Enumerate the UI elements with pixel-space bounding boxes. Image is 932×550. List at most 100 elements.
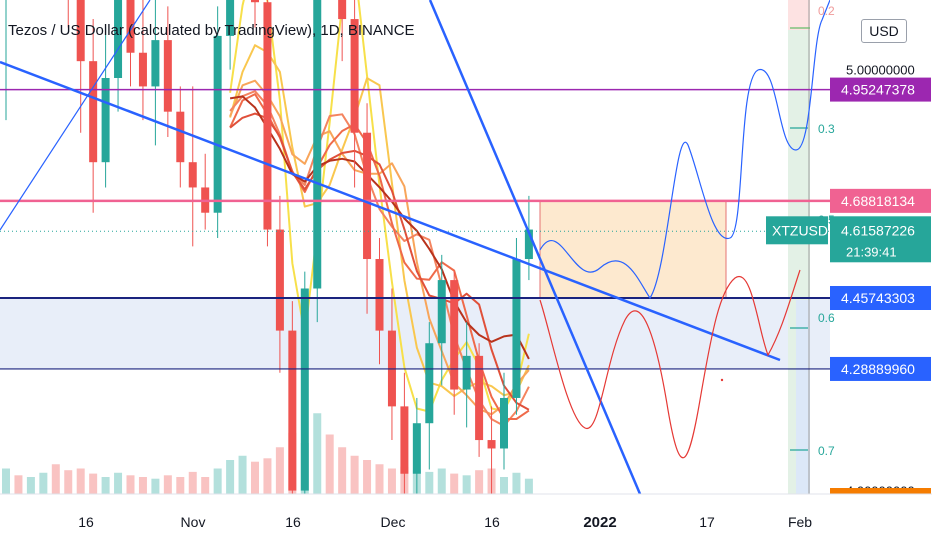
fib-level-label: 0.3 — [818, 122, 835, 136]
volume-bar — [126, 475, 135, 494]
fib-column-bottom — [796, 300, 810, 494]
time-axis-label: Feb — [788, 514, 812, 530]
time-axis-label: 16 — [285, 514, 301, 530]
volume-bar — [26, 477, 35, 494]
fib-level-label: 0.6 — [818, 311, 835, 325]
volume-bar — [512, 472, 521, 494]
volume-bar — [500, 477, 508, 494]
candle-body — [275, 229, 284, 331]
candle-body — [462, 355, 471, 390]
volume-bar — [213, 468, 222, 494]
candle-body — [151, 40, 160, 87]
last-price-label: 4.61587226 — [841, 222, 915, 238]
ma-ribbon-layer — [229, 0, 530, 427]
time-axis-label: 2022 — [583, 514, 616, 531]
bar-countdown: 21:39:41 — [846, 244, 897, 259]
candle-body — [89, 61, 98, 163]
descending-trendline — [0, 60, 781, 362]
steep-trendline — [428, 0, 642, 495]
volume-bar — [475, 470, 484, 494]
candle-body — [288, 330, 297, 491]
candle-body — [412, 423, 421, 474]
volume-bar — [188, 471, 197, 494]
volume-bar — [350, 455, 359, 494]
volume-bar — [462, 475, 471, 494]
candle-body — [500, 397, 508, 449]
candle-body — [126, 0, 135, 53]
last-price-marker — [830, 216, 931, 263]
ascending-trendline — [0, 0, 151, 231]
time-axis-label: 16 — [78, 514, 94, 530]
time-axis-label: 16 — [484, 514, 500, 530]
candle-body — [263, 2, 272, 230]
projection-dot — [720, 378, 724, 382]
currency-button[interactable]: USD — [861, 19, 907, 43]
price-marker — [830, 286, 931, 310]
candle-body — [176, 111, 185, 163]
candle-body — [138, 52, 147, 87]
candle-body — [524, 229, 533, 260]
price-marker-label: 4.68818134 — [841, 193, 915, 209]
volume-bar — [387, 468, 396, 494]
volume-bar — [2, 468, 10, 494]
price-marker-label: 4.95247378 — [841, 82, 915, 98]
volume-bar — [425, 471, 434, 494]
drawings-layer — [0, 0, 831, 540]
bullish-projection-curve — [539, 0, 831, 300]
candle-body — [114, 0, 123, 78]
candle-body — [213, 35, 222, 213]
candle-body — [163, 40, 172, 112]
volume-bar — [14, 475, 23, 494]
candle-body — [400, 406, 409, 474]
volume-bar — [51, 464, 60, 494]
price-marker — [830, 356, 931, 381]
fib-level-label: 0.2 — [818, 4, 835, 18]
volume-bar — [226, 460, 235, 494]
volume-bar — [313, 413, 322, 494]
ma-ribbon-line — [229, 95, 530, 360]
volume-bar — [375, 464, 384, 494]
fib-column-top — [788, 0, 810, 30]
candle-body — [313, 0, 322, 289]
candle-body — [375, 259, 384, 331]
fib-level-label: 0.7 — [818, 444, 835, 458]
price-marker-partial — [830, 488, 931, 496]
volume-bar — [201, 477, 210, 494]
candle-body — [425, 343, 434, 424]
candle-body — [363, 132, 372, 260]
candle-body — [300, 288, 309, 491]
volume-bar — [64, 470, 73, 494]
candle-body — [487, 440, 496, 449]
candle-body — [76, 0, 85, 62]
volume-bar — [524, 478, 533, 494]
time-axis-label: Nov — [181, 514, 206, 530]
time-axis-layer: 16 Nov 16 Dec 16 2022 17 Feb — [0, 493, 932, 550]
volume-bar — [363, 460, 372, 494]
price-marker-label: 4.45743303 — [841, 290, 915, 306]
volume-bar — [114, 472, 123, 494]
time-axis-label: 17 — [699, 514, 715, 530]
volume-bar — [138, 477, 147, 494]
volume-layer — [2, 413, 533, 494]
volume-bar — [450, 473, 459, 494]
chart-background-layer — [0, 0, 830, 494]
candle-body — [450, 280, 459, 390]
candle-body — [512, 259, 521, 398]
ma-ribbon-line — [229, 112, 530, 411]
projection-box — [539, 200, 727, 299]
volume-bar — [89, 473, 98, 494]
symbol-tag — [766, 216, 828, 245]
volume-bar — [176, 477, 185, 494]
volume-bar — [238, 455, 247, 494]
volume-bar — [151, 478, 160, 494]
price-marker-label: 4.28889960 — [841, 361, 915, 377]
candle-body — [226, 0, 235, 36]
price-axis-tick: 5.00000000 — [846, 63, 915, 78]
volume-bar — [101, 477, 110, 494]
volume-bar — [338, 447, 347, 494]
bearish-projection-curve — [539, 269, 801, 459]
time-axis-background — [0, 494, 932, 550]
volume-bar — [39, 472, 48, 494]
volume-bar — [437, 468, 446, 494]
